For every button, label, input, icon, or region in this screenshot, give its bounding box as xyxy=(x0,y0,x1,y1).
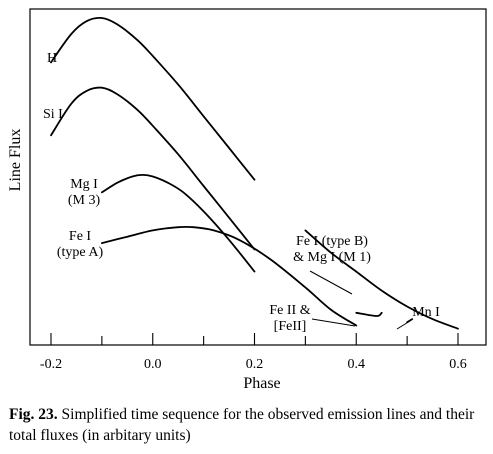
x-tick-label: 0.4 xyxy=(348,357,366,372)
series-label-h: H xyxy=(47,51,57,66)
series-line-h xyxy=(50,16,256,181)
caption-text: Simplified time sequence for the observe… xyxy=(9,406,475,444)
x-tick-label: 0.6 xyxy=(449,357,467,372)
series-line-fe-i-type-a xyxy=(101,225,358,327)
leader-line xyxy=(309,270,353,295)
series-line-si-i xyxy=(50,86,256,251)
plot-frame xyxy=(29,8,487,346)
series-label-mg-i-m-3: Mg I (M 3) xyxy=(68,177,101,208)
label-leader-lines xyxy=(309,270,411,330)
series-label-fe-ii-feii: Fe II & [FeII] xyxy=(269,303,310,334)
leader-line xyxy=(396,320,411,330)
series-label-fe-i-type-a: Fe I (type A) xyxy=(57,229,104,260)
series-line-mg-i-m-3 xyxy=(101,174,256,273)
series-label-fe-i-type-b-mg-i-m-1: Fe I (type B) & Mg I (M 1) xyxy=(293,234,371,265)
series-labels: H Si I Mg I (M 3) Fe I (type A) Fe I (type B) &… xyxy=(43,51,440,334)
x-axis-label: Phase xyxy=(243,375,280,392)
series-line-fe-ii-feii xyxy=(355,311,383,317)
series-label-si-i: Si I xyxy=(43,107,63,122)
x-axis-ticks xyxy=(50,333,459,345)
x-tick-label: -0.2 xyxy=(40,357,62,372)
x-tick-label: 0.0 xyxy=(144,357,162,372)
series-line-fe-i-type-b-mg-i-m-1 xyxy=(304,229,459,330)
y-axis-label: Line Flux xyxy=(7,129,24,192)
figure-caption: Fig. 23. Simplified time sequence for th… xyxy=(9,404,487,446)
series-label-mn-i: Mn I xyxy=(412,305,440,320)
caption-label: Fig. 23. xyxy=(9,406,58,423)
leader-line xyxy=(311,318,356,327)
x-tick-label: 0.2 xyxy=(246,357,264,372)
x-axis-tick-labels: -0.2 0.0 0.2 0.4 0.6 xyxy=(40,357,467,372)
series-curves xyxy=(50,16,459,330)
